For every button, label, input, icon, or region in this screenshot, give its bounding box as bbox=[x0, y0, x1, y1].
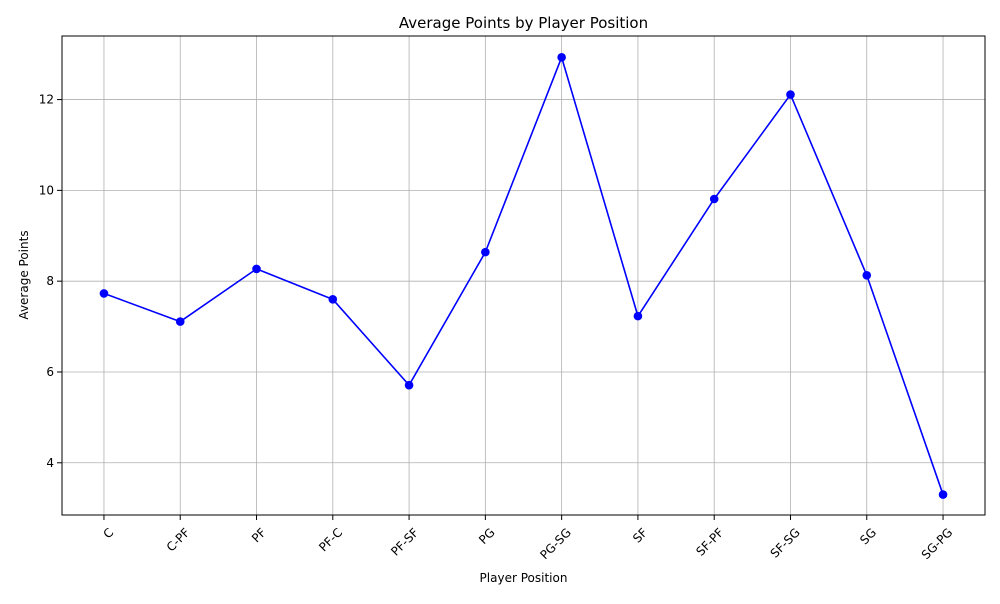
x-axis-label: Player Position bbox=[480, 571, 568, 585]
data-point bbox=[557, 53, 566, 62]
data-point bbox=[634, 312, 643, 321]
data-point bbox=[176, 317, 185, 326]
data-point bbox=[328, 295, 337, 304]
y-tick-label: 12 bbox=[39, 93, 54, 107]
data-point bbox=[100, 289, 109, 298]
data-point bbox=[710, 195, 719, 204]
data-point bbox=[405, 381, 414, 390]
y-tick-label: 8 bbox=[46, 274, 54, 288]
data-point bbox=[862, 271, 871, 280]
y-axis-label: Average Points bbox=[17, 230, 31, 319]
data-point bbox=[939, 490, 948, 499]
y-tick-label: 10 bbox=[39, 183, 54, 197]
chart-title: Average Points by Player Position bbox=[399, 14, 648, 32]
data-point bbox=[252, 265, 261, 274]
y-tick-label: 6 bbox=[46, 365, 54, 379]
data-point bbox=[786, 90, 795, 99]
data-point bbox=[481, 248, 490, 257]
y-tick-label: 4 bbox=[46, 456, 54, 470]
